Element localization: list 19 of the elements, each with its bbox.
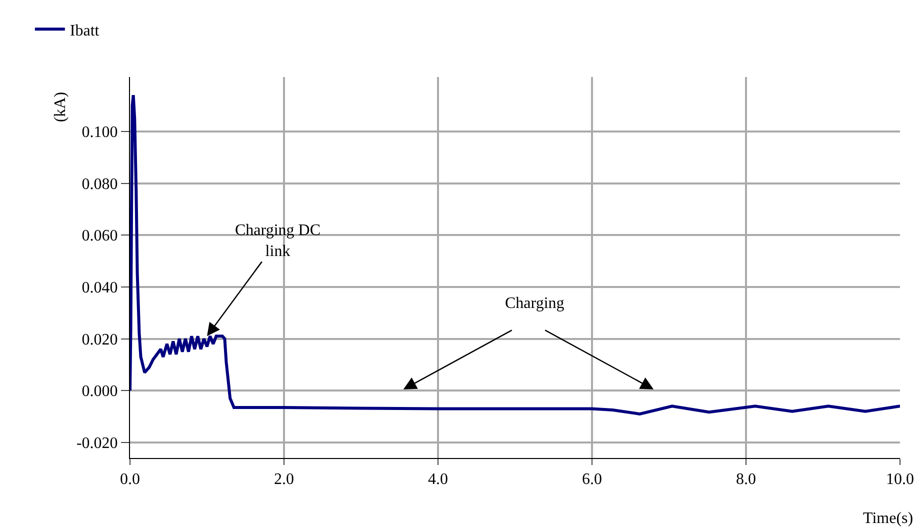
x-tick-label: 0.0: [120, 471, 140, 488]
y-tick-label: 0.000: [82, 383, 118, 400]
annotation: Charging: [505, 295, 564, 312]
x-tick-label: 10.0: [886, 471, 914, 488]
y-axis-title: (kA): [52, 92, 70, 122]
x-tick-label: 8.0: [736, 471, 756, 488]
y-tick-label: 0.020: [82, 331, 118, 348]
x-tick-label: 2.0: [274, 471, 294, 488]
y-tick-label: -0.020: [76, 435, 118, 452]
x-tick-label: 4.0: [428, 471, 448, 488]
line-series: [130, 94, 900, 416]
y-tick-label: 0.060: [82, 228, 118, 245]
y-tick-label: 0.080: [82, 176, 118, 193]
x-tick-label: 6.0: [582, 471, 602, 488]
x-axis-title: Time(s): [863, 510, 914, 527]
y-tick-label: 0.040: [82, 280, 118, 297]
legend-label: Ibatt: [70, 22, 100, 40]
y-tick-label: 0.100: [82, 124, 118, 142]
annotation: Charging DC link: [235, 222, 320, 260]
